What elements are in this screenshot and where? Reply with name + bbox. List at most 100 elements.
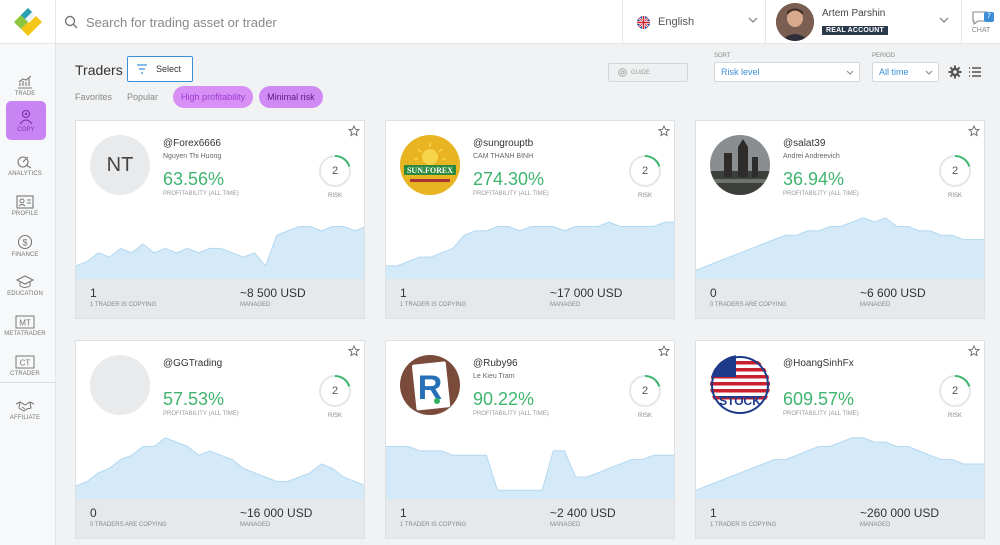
trader-avatar: STOCK (710, 355, 770, 415)
favorite-star-icon[interactable] (968, 345, 980, 357)
profitability-label: PROFITABILITY (ALL TIME) (783, 411, 859, 417)
chat-label: CHAT (971, 26, 991, 34)
managed-label: MANAGED (240, 522, 271, 528)
trader-card[interactable]: SUN.FOREX @sungrouptb CAM THANH BINH 274.30… (385, 120, 675, 319)
sidebar-item-label: ANALYTICS (8, 171, 42, 177)
chart-area (386, 446, 674, 499)
chart-area (386, 222, 674, 279)
favorite-star-icon[interactable] (968, 125, 980, 137)
sidebar-item-label: COPY (17, 126, 35, 133)
list-view-icon[interactable] (968, 66, 982, 78)
copying-count: 0 (710, 286, 717, 300)
risk-label: RISK (947, 413, 962, 419)
guide-label: GUIDE (631, 69, 651, 76)
managed-value: ~8 500 USD (240, 286, 306, 300)
sidebar-item-trade[interactable]: TRADE (5, 66, 45, 106)
copying-label: 1 TRADER IS COPYING (710, 522, 777, 528)
sidebar-item-ctrader[interactable]: CT CTRADER (5, 346, 45, 386)
guide-button[interactable]: GUIDE (608, 63, 688, 82)
sort-value: Risk level (721, 67, 760, 77)
copying-count: 1 (400, 506, 407, 520)
profitability-label: PROFITABILITY (ALL TIME) (473, 411, 549, 417)
sidebar-item-metatrader[interactable]: MT METATRADER (4, 306, 46, 346)
trader-card[interactable]: R @Ruby96 Le Kieu Tram 90.22% PROFITABILITY … (385, 340, 675, 539)
trader-card[interactable]: STOCK @HoangSinhFx 609.57% PROFITABILITY (A… (695, 340, 985, 539)
sort-select[interactable]: Risk level (714, 62, 860, 82)
profit-chart (696, 217, 984, 279)
copying-count: 0 (90, 506, 97, 520)
trader-card[interactable]: NT @Forex6666 Nguyen Thi Huong 63.56% PROFIT… (75, 120, 365, 319)
managed-value: ~16 000 USD (240, 506, 313, 520)
sidebar-item-analytics[interactable]: ANALYTICS (5, 146, 45, 186)
risk-label: RISK (327, 193, 342, 199)
profitability-label: PROFITABILITY (ALL TIME) (473, 191, 549, 197)
managed-label: MANAGED (860, 302, 891, 308)
sidebar-item-label: METATRADER (4, 331, 46, 337)
gear-icon[interactable] (948, 65, 962, 79)
sidebar-item-copy[interactable]: COPY (6, 101, 46, 140)
select-button[interactable]: Select (127, 56, 193, 82)
risk-gauge (629, 154, 661, 187)
risk-value: 2 (641, 385, 649, 397)
copying-label: 0 TRADERS ARE COPYING (90, 522, 167, 528)
user-menu[interactable]: Artem Parshin REAL ACCOUNT (765, 0, 961, 44)
chevron-down-icon (846, 70, 854, 75)
sidebar: TRADE COPY ANALYTICS PROFILE $ FINANCE E… (0, 44, 56, 545)
profitability-value: 63.56% (163, 169, 225, 189)
trader-handle[interactable]: @GGTrading (163, 358, 223, 369)
favorite-star-icon[interactable] (658, 345, 670, 357)
chip-minimal-risk[interactable]: Minimal risk (259, 86, 323, 108)
filter-popular[interactable]: Popular (127, 92, 159, 102)
trader-avatar: SUN.FOREX (400, 135, 460, 195)
period-label: PERIOD (872, 53, 896, 59)
trader-card[interactable]: @GGTrading 57.53% PROFITABILITY (ALL TIME)… (75, 340, 365, 539)
page-title: Traders (75, 62, 123, 78)
sidebar-item-finance[interactable]: $ FINANCE (5, 226, 45, 266)
account-type-badge: REAL ACCOUNT (822, 25, 889, 35)
sidebar-item-education[interactable]: EDUCATION (5, 266, 45, 306)
chevron-down-icon (748, 17, 758, 23)
search-input[interactable] (86, 14, 566, 30)
brand-logo[interactable] (0, 0, 56, 44)
trader-card[interactable]: @salat39 Andrei Andreevich 36.94% PROFITABI… (695, 120, 985, 319)
language-selector[interactable]: English (622, 0, 764, 44)
copying-label: 1 TRADER IS COPYING (400, 522, 467, 528)
sidebar-divider (0, 382, 56, 383)
trade-icon (18, 75, 32, 89)
sidebar-item-affiliate[interactable]: AFFILIATE (5, 390, 45, 430)
profitability-label: PROFITABILITY (ALL TIME) (783, 191, 859, 197)
filter-favorites[interactable]: Favorites (75, 92, 113, 102)
sidebar-item-label: TRADE (14, 91, 36, 97)
chart-line (696, 437, 984, 491)
chart-line (76, 226, 364, 267)
trader-avatar: NT (90, 135, 150, 195)
sidebar-item-profile[interactable]: PROFILE (5, 186, 45, 226)
profitability-value: 57.53% (163, 389, 225, 409)
trader-handle[interactable]: @sungrouptb (473, 138, 534, 149)
favorite-star-icon[interactable] (348, 125, 360, 137)
profit-chart (696, 437, 984, 499)
favorite-star-icon[interactable] (348, 345, 360, 357)
profit-chart (386, 221, 674, 279)
user-name: Artem Parshin (822, 7, 886, 19)
profitability-value: 36.94% (783, 169, 845, 189)
trader-handle[interactable]: @HoangSinhFx (783, 358, 854, 369)
period-select[interactable]: All time (872, 62, 939, 82)
managed-label: MANAGED (240, 302, 271, 308)
managed-label: MANAGED (860, 522, 891, 528)
sidebar-item-label: EDUCATION (7, 291, 43, 297)
profitability-label: PROFITABILITY (ALL TIME) (163, 411, 239, 417)
chart-line (696, 217, 984, 271)
trader-handle[interactable]: @Ruby96 (473, 358, 518, 369)
card-footer: 1 1 TRADER IS COPYING ~2 400 USD MANAGED (386, 499, 674, 538)
favorite-star-icon[interactable] (658, 125, 670, 137)
filter-tabs: Favorites Popular High profitability Min… (75, 86, 329, 108)
profit-chart (76, 437, 364, 499)
chat-button[interactable]: 7 CHAT (961, 0, 1000, 44)
trader-name: Nguyen Thi Huong (163, 153, 222, 160)
trader-handle[interactable]: @salat39 (783, 138, 826, 149)
trader-handle[interactable]: @Forex6666 (163, 138, 221, 149)
chip-high-profitability[interactable]: High profitability (173, 86, 254, 108)
chevron-down-icon (939, 17, 949, 23)
risk-gauge (319, 374, 351, 407)
